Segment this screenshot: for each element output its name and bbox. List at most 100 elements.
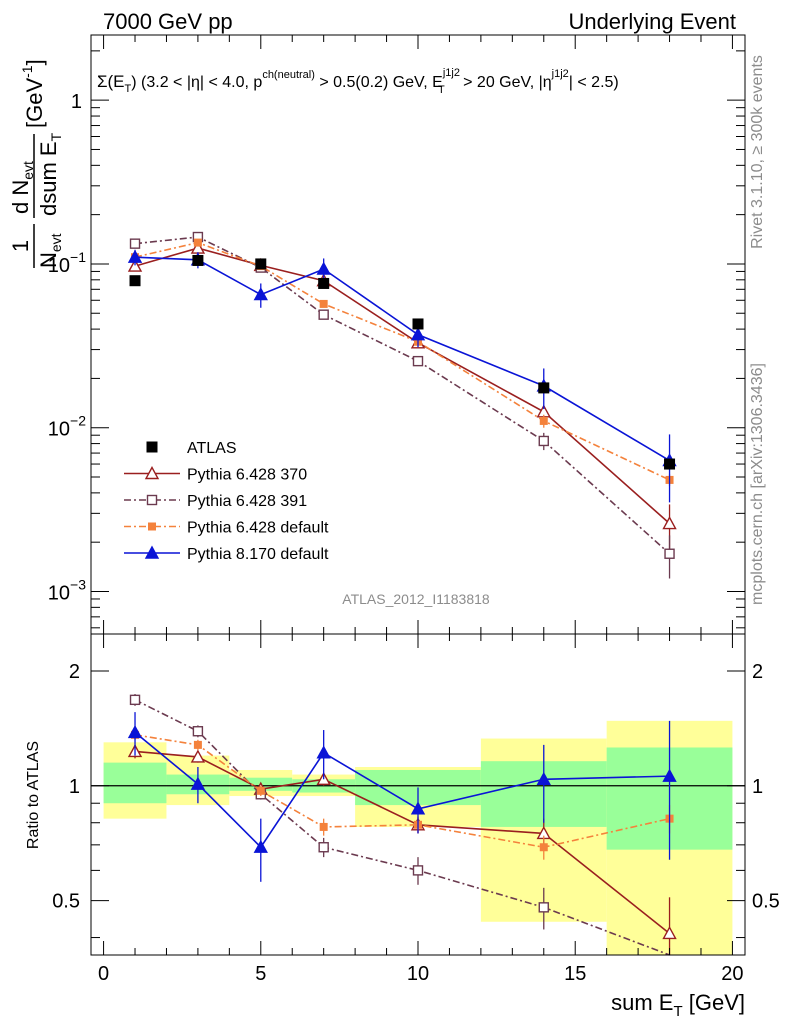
ratio-panel: 0 5 10 15 20 0.5 0.5 1 1 2 2 Ratio to ATLAS sum E… [25,633,780,1020]
atlas-point [664,458,676,470]
main-y-label: 1 Nevt d Nevt dsum ET [GeV-1] [8,59,64,268]
main-x-ticks [103,35,733,634]
ratio-point [412,865,424,876]
x-tick-label: 5 [255,963,266,985]
title-part2: > 0.5(0.2) GeV, E [315,74,443,91]
xlabel-sub: T [673,1003,682,1020]
legend-label: Pythia 6.428 default [187,520,329,537]
title-part4: | < 2.5) [569,74,619,91]
atlas-point [129,275,141,287]
ratio-y-tick-label-right: 0.5 [752,891,780,913]
ylabel-frac2-dsum: dsum E [36,141,61,216]
tick-exp: −1 [70,249,86,265]
legend-item: Pythia 6.428 370 [124,466,307,484]
atlas-data-layer [129,254,676,470]
ylabel-unit: [GeV-1] [19,59,47,128]
title-sigma-sub: T [125,83,132,95]
atlas-point [192,254,204,266]
ratio-y-label: Ratio to ATLAS [25,741,42,849]
ratio-point [316,745,331,759]
main-point [318,309,329,320]
ratio-point [318,842,329,853]
main-point [193,238,202,247]
x-tick-label: 0 [98,963,109,985]
title-eta-sup: j1j2 [551,68,569,80]
legend-item: Pythia 6.428 default [124,520,329,537]
ylabel-unit-close: ] [22,59,47,65]
main-title: Σ(ET) (3.2 < |η| < 4.0, pch(neutral) > 0… [97,67,619,96]
legend-marker [146,494,158,506]
legend-item: ATLAS [146,440,237,457]
main-point [664,548,675,559]
main-y-tick-label: 10−1 [48,249,86,277]
ylabel-frac2-dn: d N [8,180,33,214]
ratio-point [256,786,265,795]
ylabel-unit-open: [GeV [22,78,47,128]
title-sigma: Σ(E [97,72,125,91]
title-p-sup: ch(neutral) [262,69,315,81]
main-point [127,249,143,263]
ratio-point [192,726,204,737]
title-e-sup: j1j2 [442,67,460,79]
legend-label: Pythia 6.428 370 [187,467,307,484]
title-e-sub: T [438,84,445,96]
ylabel-frac1-bottom: Nevt [36,233,64,268]
tick-exp: −2 [70,413,86,429]
legend-marker [146,441,158,453]
atlas-point [412,318,424,330]
mcplots-label: mcplots.cern.ch [arXiv:1306.3436] [749,363,766,605]
ratio-y-tick-label-right: 2 [752,661,763,683]
main-point [319,299,328,308]
legend: ATLAS Pythia 6.428 370 Pythia 6.428 391 Pyt… [124,440,329,563]
ylabel-frac1-evt: evt [48,233,64,252]
tick-base: 10 [48,419,70,441]
atlas-point [255,258,267,270]
main-y-tick-label: 10−3 [48,576,86,604]
legend-label: Pythia 6.428 391 [187,493,307,510]
ratio-point [538,902,549,913]
header-left: 7000 GeV pp [103,9,233,34]
legend-marker [144,545,160,559]
main-point [538,435,549,447]
ratio-point [536,771,551,785]
x-tick-label: 15 [564,963,586,985]
atlas-point [318,277,330,289]
ratio-point [193,740,202,749]
ratio-x-ticks: 0 5 10 15 20 [98,634,744,985]
main-point [662,516,677,530]
ylabel-frac2-top: d Nevt [8,161,36,214]
ratio-point [253,839,268,853]
main-point [410,327,426,341]
main-series-line [134,256,670,462]
main-panel: 110−110−210−3 Σ(ET) (3.2 < |η| < 4.0, pc… [8,34,746,635]
ratio-inner-band [103,762,167,804]
ratio-y-tick-label-right: 1 [752,776,763,798]
title-part3: > 20 GeV, |η [459,74,552,91]
legend-label: Pythia 8.170 default [187,546,329,563]
main-point [539,416,548,425]
ratio-point [129,694,141,706]
tick-base: 10 [48,582,70,604]
main-point [412,355,424,367]
main-point [127,258,143,272]
x-tick-label: 20 [721,963,743,985]
main-point [253,287,268,301]
ratio-point [662,768,677,782]
ratio-point [127,724,143,739]
legend-item: Pythia 8.170 default [124,545,329,563]
ylabel-frac2-t: T [48,132,64,141]
main-y-ticks: 110−110−210−3 [48,50,745,629]
ratio-point [190,749,206,763]
xlabel-main: sum E [611,990,673,1015]
ylabel-unit-sup: -1 [19,65,35,78]
ratio-point [662,925,677,940]
ratio-point [539,843,548,852]
legend-item: Pythia 6.428 391 [124,493,307,510]
tick-base: 10 [48,255,70,277]
x-axis-label: sum ET [GeV] [611,990,745,1020]
legend-marker [144,466,160,480]
rivet-label: Rivet 3.1.10, ≥ 300k events [749,55,766,249]
header-right: Underlying Event [568,9,736,34]
atlas-point [538,382,550,394]
